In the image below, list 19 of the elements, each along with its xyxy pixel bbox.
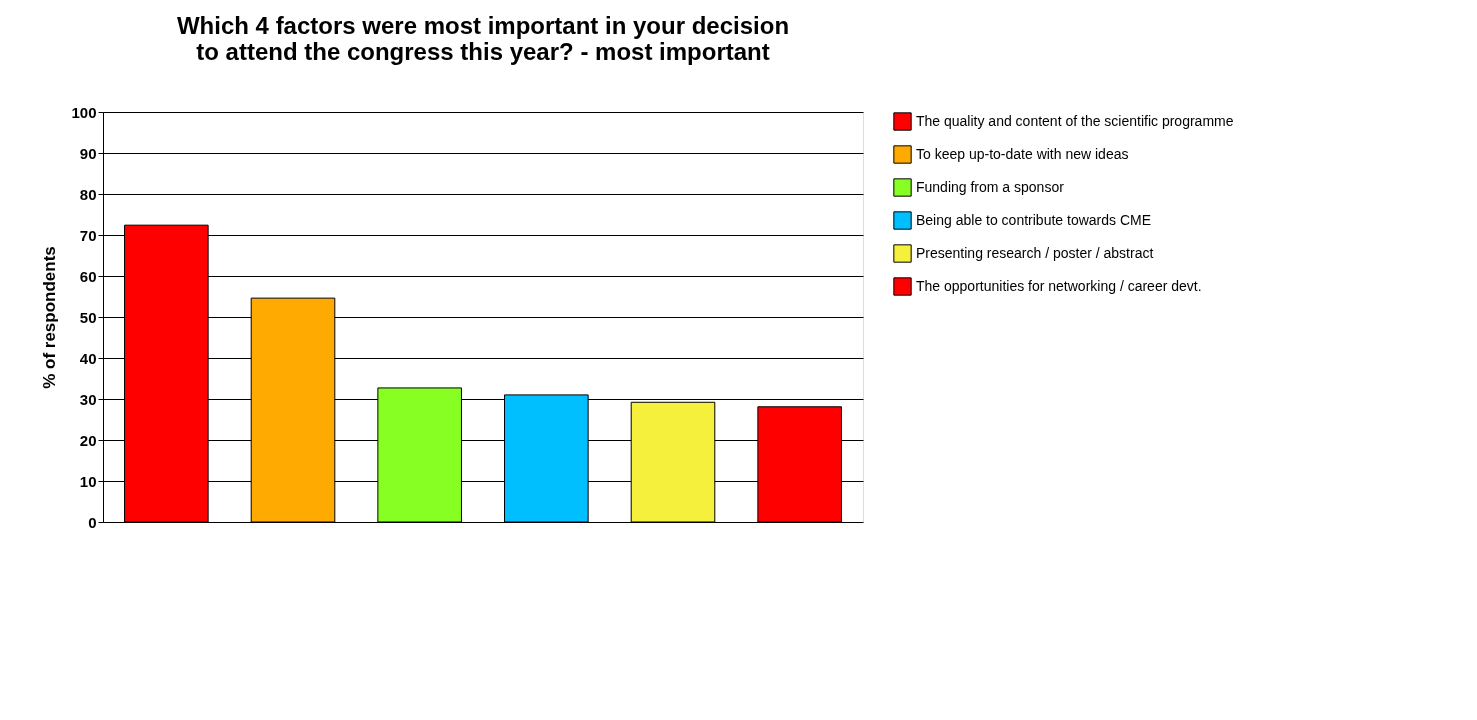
y-tick-label: 60 [79, 267, 97, 285]
legend-label: The opportunities for networking / career devt. [916, 277, 1202, 294]
y-tick-label: 30 [79, 390, 97, 408]
legend-label: Funding from a sponsor [916, 178, 1065, 195]
y-tick-label: 10 [79, 472, 97, 490]
y-tick-label: 20 [79, 431, 97, 449]
y-tick-label: 0 [88, 513, 97, 531]
y-tick-label: 40 [79, 349, 97, 367]
y-axis-title: % of respondents [40, 246, 60, 389]
legend-label: Presenting research / poster / abstract [916, 244, 1154, 261]
legend-label: The quality and content of the scientific programme [916, 112, 1234, 129]
y-tick-label: 90 [79, 144, 97, 162]
legend-label: To keep up-to-date with new ideas [916, 145, 1129, 162]
y-tick-label: 70 [79, 226, 97, 244]
chart-title: Which 4 factors were most important in your decision to attend the congress this year? - most important [176, 12, 790, 65]
y-tick-label: 80 [79, 185, 97, 203]
legend-label: Being able to contribute towards CME [916, 211, 1152, 228]
y-tick-label: 50 [79, 308, 97, 326]
y-tick-label: 100 [71, 103, 97, 121]
